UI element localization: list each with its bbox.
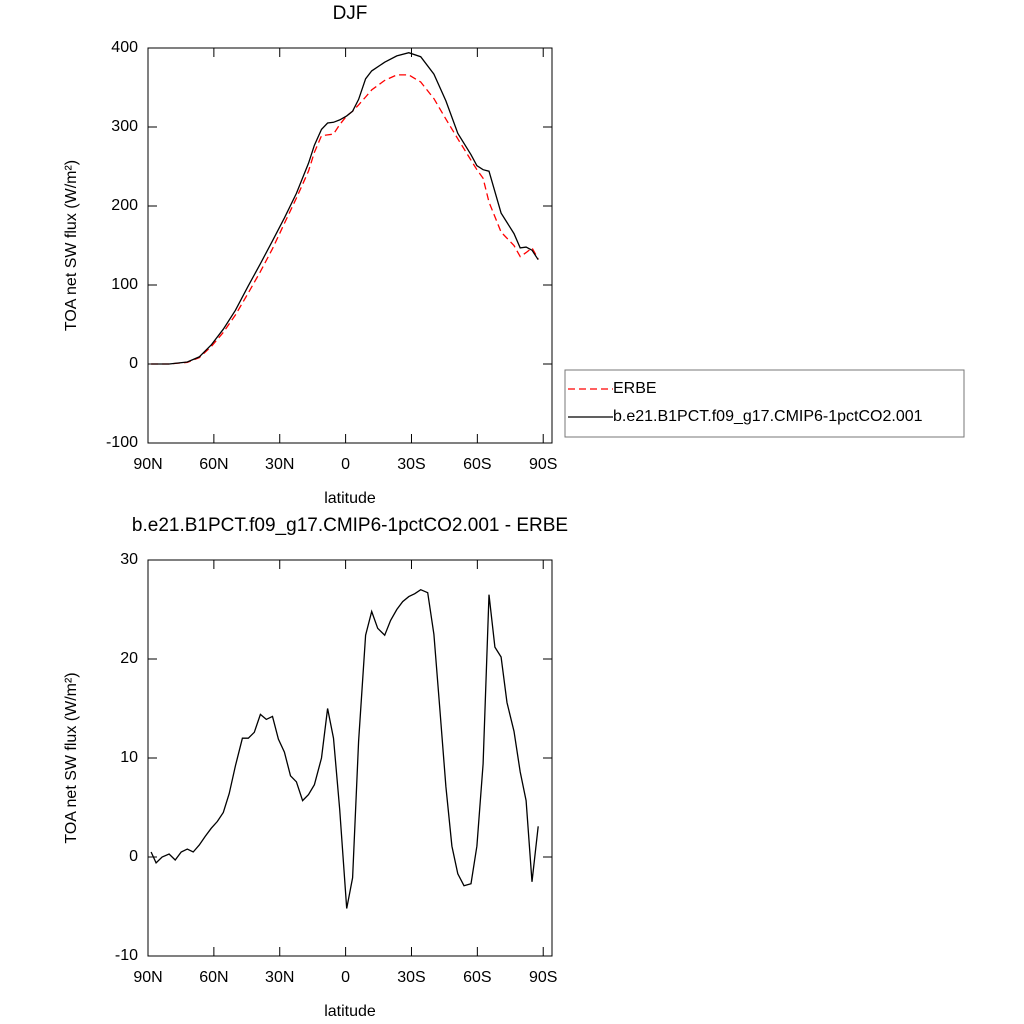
x-tick-label: 30N	[265, 456, 294, 473]
y-tick-label: -100	[106, 434, 138, 451]
x-tick-label: 30S	[397, 969, 425, 986]
legend-box	[564, 369, 965, 438]
x-tick-label: 0	[341, 456, 350, 473]
x-tick-label: 30S	[397, 456, 425, 473]
y-tick-label: 20	[120, 650, 138, 667]
x-tick-label: 60S	[463, 969, 491, 986]
x-tick-label: 90S	[529, 456, 557, 473]
y-tick-label: 300	[111, 118, 138, 135]
y-axis-label: TOA net SW flux (W/m²)	[63, 160, 80, 331]
x-tick-label: 60N	[199, 969, 228, 986]
y-tick-label: -10	[115, 947, 138, 964]
data-line	[151, 52, 539, 365]
y-tick-label: 30	[120, 551, 138, 568]
y-tick-label: 10	[120, 749, 138, 766]
x-tick-label: 90S	[529, 969, 557, 986]
x-tick-label: 0	[341, 969, 350, 986]
data-line	[150, 588, 539, 909]
x-tick-label: 60N	[199, 456, 228, 473]
y-tick-label: 0	[129, 355, 138, 372]
x-tick-label: 30N	[265, 969, 294, 986]
legend-label: b.e21.B1PCT.f09_g17.CMIP6-1pctCO2.001	[613, 408, 923, 425]
y-tick-label: 0	[129, 848, 138, 865]
y-tick-label: 200	[111, 197, 138, 214]
data-line	[151, 74, 539, 365]
x-axis-label: latitude	[324, 1003, 376, 1020]
legend-label: ERBE	[613, 380, 657, 397]
y-tick-label: 400	[111, 39, 138, 56]
x-tick-label: 60S	[463, 456, 491, 473]
plot-frame	[147, 47, 553, 444]
x-axis-label: latitude	[324, 490, 376, 507]
y-axis-label: TOA net SW flux (W/m²)	[63, 672, 80, 843]
x-tick-label: 90N	[133, 969, 162, 986]
chart-title: DJF	[333, 3, 368, 24]
x-tick-label: 90N	[133, 456, 162, 473]
y-tick-label: 100	[111, 276, 138, 293]
chart-title: b.e21.B1PCT.f09_g17.CMIP6-1pctCO2.001 - …	[132, 515, 568, 536]
